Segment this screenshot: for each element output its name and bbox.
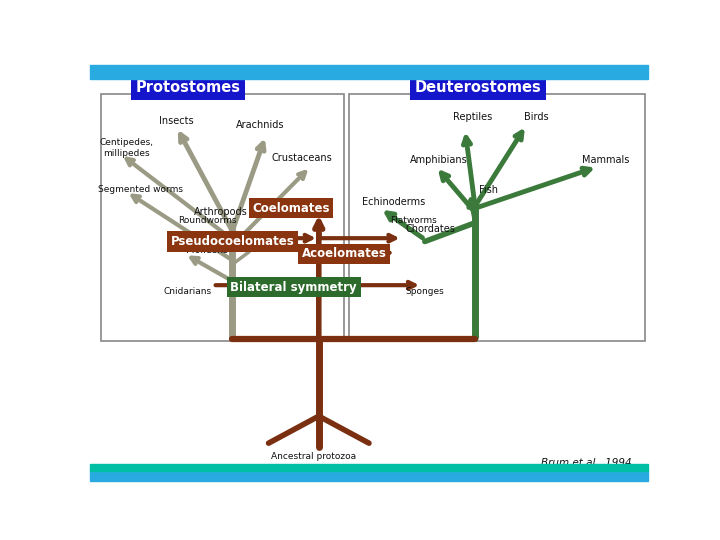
Text: Centipedes,
millipedes: Centipedes, millipedes bbox=[99, 138, 153, 158]
Text: Echinoderms: Echinoderms bbox=[362, 197, 426, 207]
Text: Cnidarians: Cnidarians bbox=[163, 287, 212, 296]
Text: Reptiles: Reptiles bbox=[453, 112, 492, 122]
Bar bbox=[90, 464, 648, 471]
Text: Bilateral symmetry: Bilateral symmetry bbox=[230, 281, 357, 294]
Bar bbox=[90, 65, 648, 79]
Text: Chordates: Chordates bbox=[405, 224, 455, 234]
Text: Arachnids: Arachnids bbox=[236, 120, 284, 130]
Text: Coelomates: Coelomates bbox=[252, 202, 330, 215]
Text: Insects: Insects bbox=[159, 116, 194, 126]
Text: Pseudocoelomates: Pseudocoelomates bbox=[171, 235, 294, 248]
Text: Amphibians: Amphibians bbox=[410, 156, 467, 165]
Text: Crustaceans: Crustaceans bbox=[271, 153, 333, 164]
Text: Birds: Birds bbox=[524, 112, 549, 122]
Text: Acoelomates: Acoelomates bbox=[302, 247, 387, 260]
Bar bbox=[90, 471, 648, 481]
Text: Arthropods: Arthropods bbox=[194, 207, 248, 218]
Text: Fish: Fish bbox=[480, 185, 498, 194]
Text: Flatworms: Flatworms bbox=[390, 216, 437, 225]
Text: Deuterostomes: Deuterostomes bbox=[415, 80, 541, 95]
Bar bbox=[349, 94, 645, 341]
Bar bbox=[101, 94, 344, 341]
Text: Ancestral protozoa: Ancestral protozoa bbox=[271, 452, 356, 461]
Text: Roundworms: Roundworms bbox=[178, 216, 236, 225]
Text: Sponges: Sponges bbox=[405, 287, 444, 296]
Text: Brum et al., 1994: Brum et al., 1994 bbox=[541, 458, 631, 468]
Text: Protostomes: Protostomes bbox=[135, 80, 240, 95]
Text: Mollusks: Mollusks bbox=[186, 245, 228, 255]
Text: Segmented worms: Segmented worms bbox=[98, 185, 183, 194]
Text: Mammals: Mammals bbox=[582, 156, 630, 165]
